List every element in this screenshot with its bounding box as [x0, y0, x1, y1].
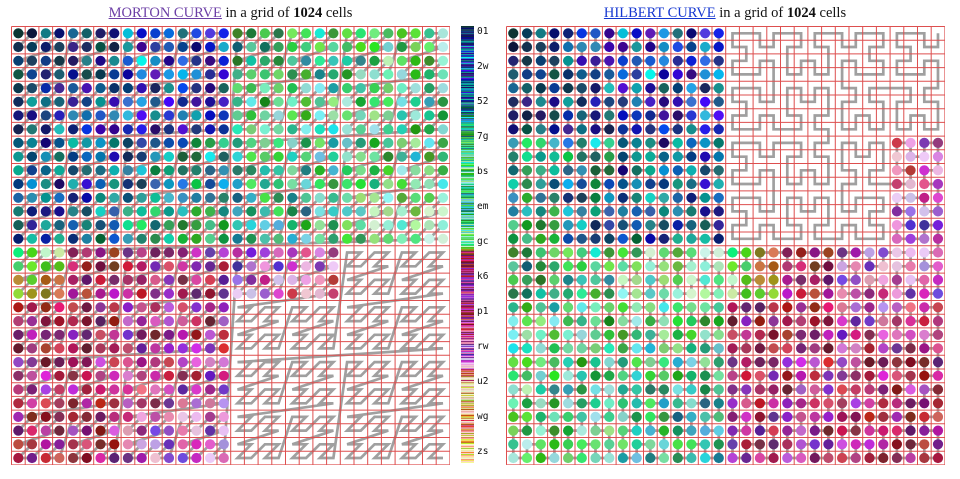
- colorbar-tick-label: p1: [477, 306, 489, 317]
- morton-cell-dots: [13, 28, 449, 464]
- morton-title-link[interactable]: MORTON CURVE: [108, 5, 222, 21]
- colorbar-tick-label: 01: [477, 26, 489, 37]
- colorbar-tick-label: wg: [477, 411, 489, 422]
- morton-title-mid: in a grid of: [221, 5, 294, 21]
- colorbar-tick-label: em: [477, 201, 489, 212]
- hilbert-plot: [506, 26, 946, 466]
- colorbar-tick-label: 52: [477, 96, 489, 107]
- morton-grid-lines: [11, 26, 451, 466]
- hilbert-figure-title: HILBERT CURVE in a grid of 1024 cells: [505, 4, 945, 22]
- morton-figure-title: MORTON CURVE in a grid of 1024 cells: [0, 4, 461, 22]
- colorbar-tick-label: bs: [477, 166, 489, 177]
- colorbar-tick-label: gc: [477, 236, 489, 247]
- colorbar-ticks: 01 2w 52 7g bs em gc k6 p1 rw u2 wg zs: [477, 26, 501, 463]
- colorbar-tick-label: 2w: [477, 61, 489, 72]
- hilbert-cell-dots: [508, 28, 944, 464]
- colorbar-tick-label: rw: [477, 341, 489, 352]
- hilbert-title-link[interactable]: HILBERT CURVE: [603, 5, 716, 21]
- colorbar-tick-label: 7g: [477, 131, 489, 142]
- hilbert-grid-lines: [506, 26, 946, 466]
- morton-title-count: 1024: [293, 5, 323, 21]
- colorbar-tick-label: u2: [477, 376, 489, 387]
- morton-title-end: cells: [322, 5, 353, 21]
- hilbert-title-end: cells: [815, 5, 847, 21]
- colorbar-gradient: [461, 26, 474, 463]
- hilbert-title-count: 1024: [786, 5, 816, 21]
- hilbert-title-mid: in a grid of: [715, 5, 787, 21]
- colorbar-tick-label: k6: [477, 271, 489, 282]
- colorbar-tick-label: zs: [477, 446, 489, 457]
- morton-plot: [11, 26, 451, 466]
